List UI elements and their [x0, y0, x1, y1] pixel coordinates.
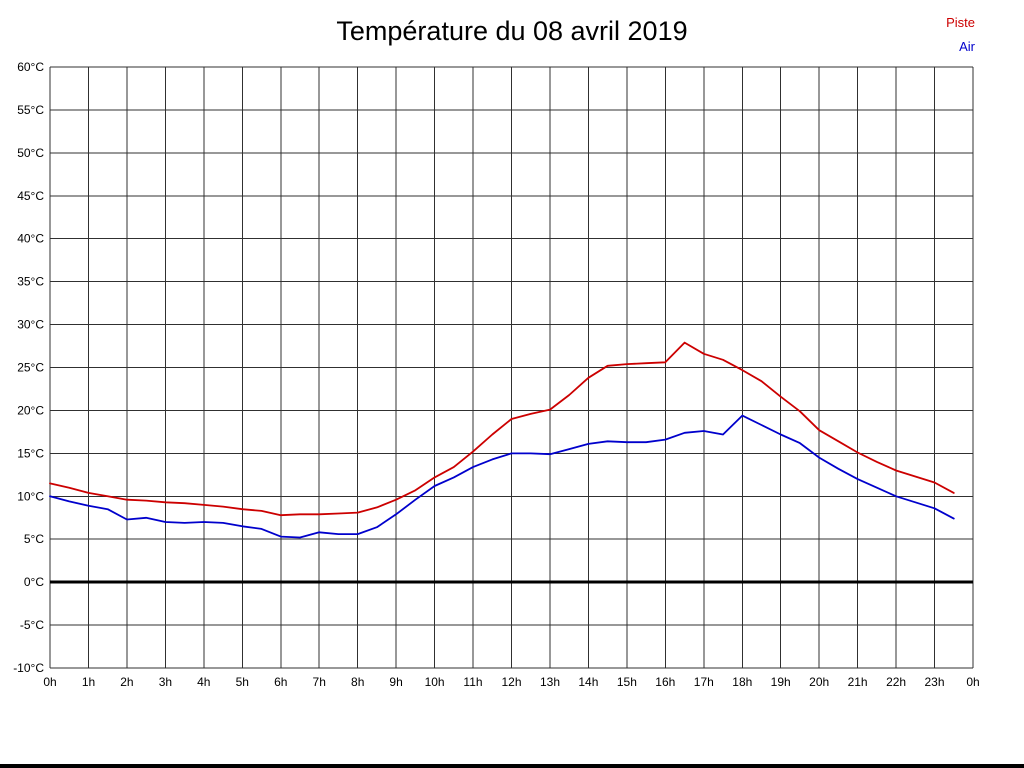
- x-tick-label: 10h: [425, 675, 445, 689]
- x-tick-label: 16h: [655, 675, 675, 689]
- series-line-air: [49, 414, 955, 539]
- x-tick-label: 8h: [351, 675, 364, 689]
- x-tick-label: 2h: [120, 675, 133, 689]
- x-tick-label: 1h: [82, 675, 95, 689]
- bottom-border: [0, 764, 1024, 768]
- y-tick-label: 0°C: [24, 575, 44, 589]
- x-tick-label: 21h: [848, 675, 868, 689]
- x-tick-label: 4h: [197, 675, 210, 689]
- y-tick-label: 5°C: [24, 532, 44, 546]
- x-tick-label: 23h: [924, 675, 944, 689]
- x-tick-label: 12h: [501, 675, 521, 689]
- x-tick-label: 22h: [886, 675, 906, 689]
- x-tick-label: 17h: [694, 675, 714, 689]
- x-tick-label: 15h: [617, 675, 637, 689]
- y-tick-label: 30°C: [17, 318, 44, 332]
- y-tick-label: 40°C: [17, 232, 44, 246]
- y-tick-label: 15°C: [17, 446, 44, 460]
- y-tick-label: -5°C: [20, 618, 44, 632]
- x-tick-label: 3h: [159, 675, 172, 689]
- y-tick-label: 55°C: [17, 103, 44, 117]
- x-tick-label: 18h: [732, 675, 752, 689]
- x-tick-label: 20h: [809, 675, 829, 689]
- y-tick-label: 20°C: [17, 403, 44, 417]
- x-tick-label: 9h: [389, 675, 402, 689]
- y-tick-label: 60°C: [17, 60, 44, 74]
- y-tick-label: 50°C: [17, 146, 44, 160]
- x-tick-label: 11h: [463, 675, 482, 689]
- x-tick-label: 19h: [771, 675, 791, 689]
- legend-item-piste: Piste: [946, 15, 975, 30]
- chart-legend: Piste Air: [946, 11, 975, 59]
- chart-title: Température du 08 avril 2019: [336, 16, 688, 46]
- y-tick-label: 10°C: [17, 489, 44, 503]
- x-tick-label: 14h: [578, 675, 598, 689]
- series-line-piste: [49, 341, 955, 517]
- x-tick-label: 7h: [313, 675, 326, 689]
- x-tick-label: 0h: [966, 675, 979, 689]
- x-tick-label: 6h: [274, 675, 287, 689]
- y-tick-label: 25°C: [17, 361, 44, 375]
- y-tick-label: 45°C: [17, 189, 44, 203]
- y-tick-label: 35°C: [17, 275, 44, 289]
- x-tick-label: 0h: [43, 675, 56, 689]
- x-tick-label: 13h: [540, 675, 560, 689]
- y-tick-label: -10°C: [13, 661, 44, 675]
- legend-item-air: Air: [959, 39, 975, 54]
- x-tick-label: 5h: [236, 675, 249, 689]
